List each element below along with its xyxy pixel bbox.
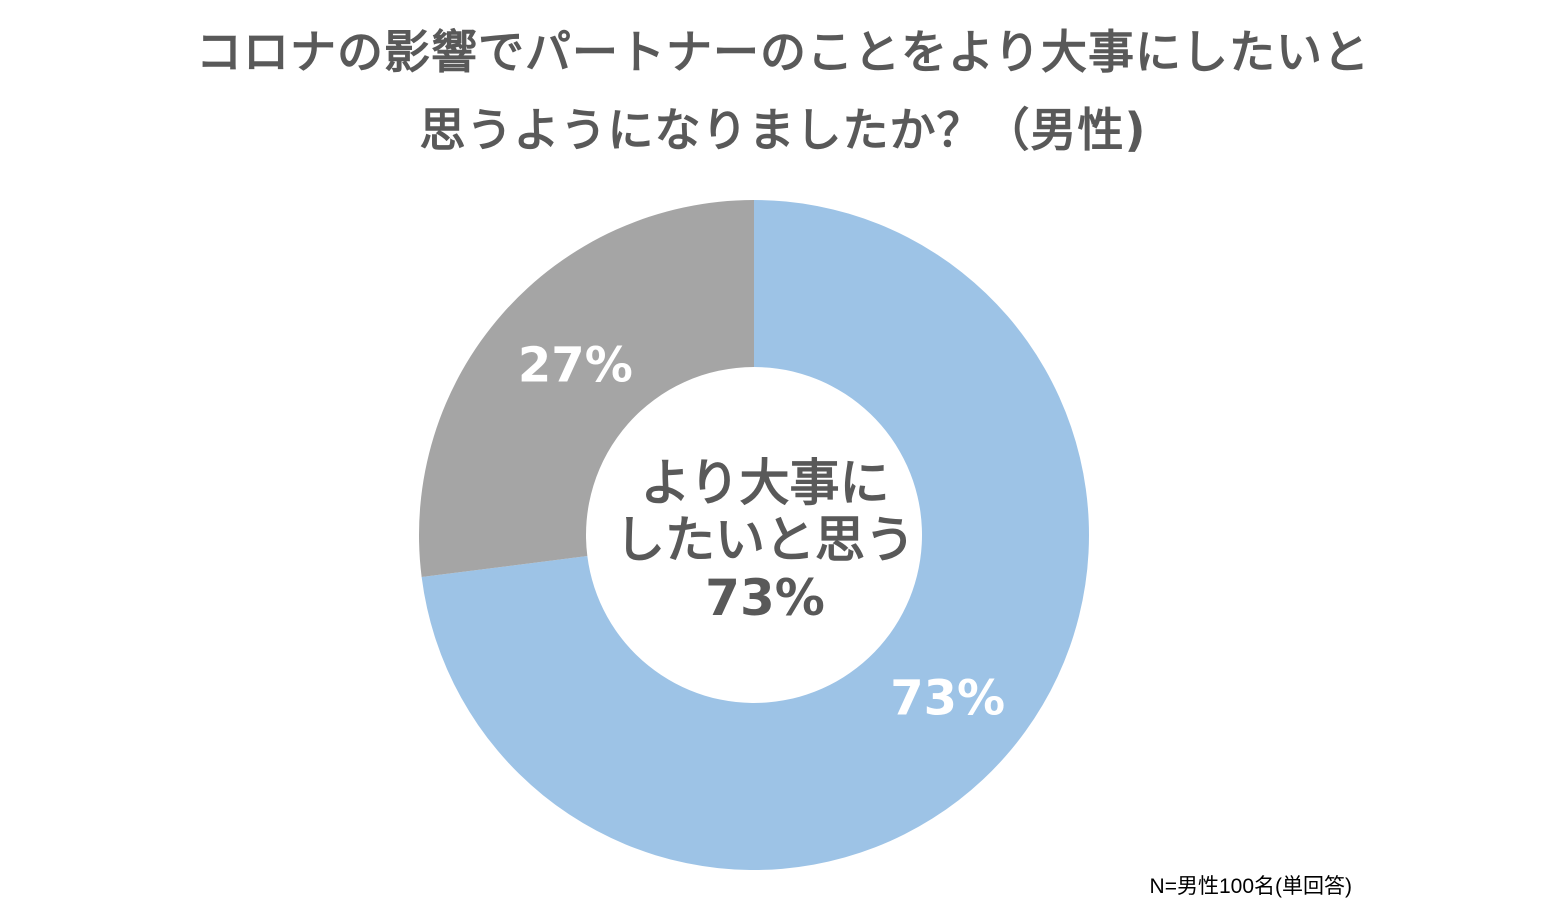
center-label: より大事に したいと思う 73%: [615, 454, 915, 627]
donut-slices: [419, 200, 1089, 870]
donut-slice-2: [419, 200, 754, 577]
chart-title-line-2: 思うようになりましたか？（男性): [419, 103, 1147, 157]
sample-size-note: N=男性100名(単回答): [1149, 875, 1352, 898]
center-label-line-1: より大事に: [641, 454, 890, 512]
slice-value-label-1: 73%: [890, 670, 1005, 726]
slice-value-label-2: 27%: [518, 338, 633, 394]
center-label-line-2: したいと思う: [615, 511, 915, 569]
center-label-value: 73%: [705, 569, 825, 627]
donut-slice-1: [421, 200, 1089, 870]
chart-title-line-1: コロナの影響でパートナーのことをより大事にしたいと: [195, 25, 1371, 79]
slice-labels: 73% 27%: [518, 338, 1005, 727]
